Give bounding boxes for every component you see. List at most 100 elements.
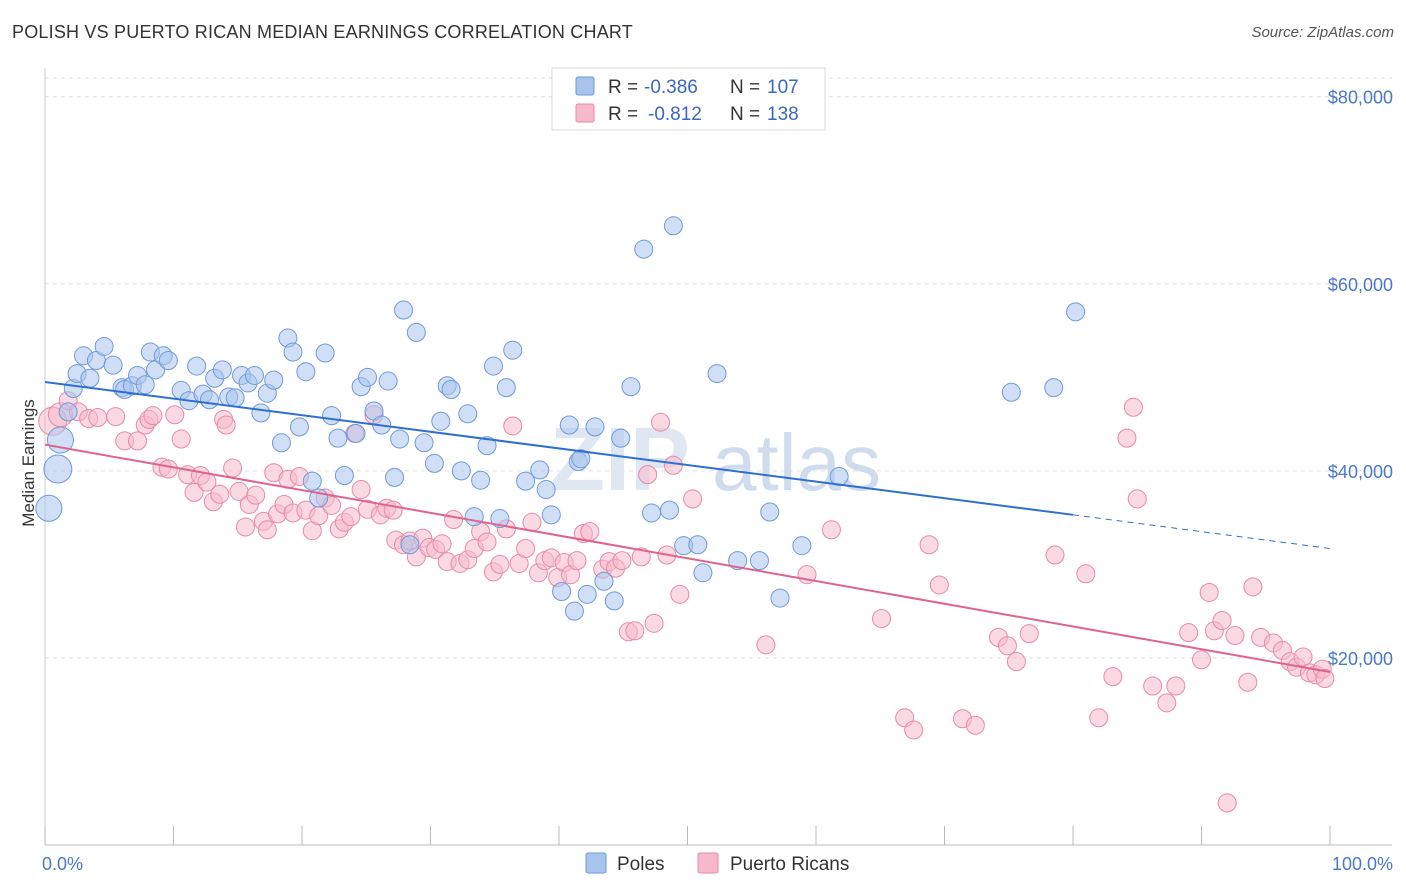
legend-r-label-poles: R = — [608, 77, 638, 98]
puerto-ricans-point — [683, 489, 703, 509]
puerto-ricans-point — [1006, 652, 1026, 672]
puerto-ricans-point — [1192, 650, 1211, 670]
puerto-ricans-point — [612, 551, 632, 571]
poles-trend-extension — [1072, 514, 1331, 549]
poles-point — [94, 336, 114, 356]
poles-point — [378, 371, 398, 391]
puerto-ricans-point — [522, 512, 542, 532]
legend-n-label-poles: N = — [730, 77, 760, 98]
legend-box — [551, 67, 826, 131]
poles-point — [559, 415, 579, 435]
poles-point — [571, 449, 591, 469]
poles-point — [707, 364, 727, 384]
puerto-ricans-point — [444, 509, 464, 529]
puerto-ricans-point — [651, 412, 671, 432]
y-tick-label: $80,000 — [1328, 88, 1393, 108]
bottom-legend: Poles Puerto Ricans — [585, 852, 849, 875]
puerto-ricans-point — [644, 613, 664, 633]
puerto-ricans-point — [503, 416, 523, 436]
puerto-ricans-point — [1089, 708, 1109, 728]
poles-point — [660, 500, 680, 520]
puerto-ricans-point — [567, 551, 587, 571]
poles-point — [663, 216, 683, 236]
puerto-ricans-point — [235, 517, 255, 537]
poles-point — [251, 403, 271, 423]
poles-point — [35, 494, 63, 522]
poles-point — [289, 417, 309, 437]
puerto-ricans-point — [821, 520, 841, 540]
legend-n-label-puerto-ricans: N = — [730, 104, 760, 125]
legend-r-value-poles: -0.386 — [644, 77, 698, 98]
poles-point — [503, 340, 523, 360]
poles-point — [135, 375, 155, 395]
legend-r-label-puerto-ricans: R = — [608, 104, 638, 125]
puerto-ricans-point — [158, 459, 178, 479]
puerto-ricans-point — [223, 458, 243, 478]
poles-point — [244, 365, 264, 385]
poles-point — [400, 535, 420, 555]
poles-point — [212, 360, 232, 380]
puerto-ricans-point — [216, 415, 236, 435]
poles-point — [80, 368, 100, 388]
puerto-ricans-point — [432, 534, 452, 554]
bottom-legend-label-poles: Poles — [617, 854, 665, 875]
poles-point — [552, 582, 572, 602]
x-tick-label: 100.0% — [1332, 854, 1393, 874]
poles-point — [760, 502, 780, 522]
poles-point — [302, 471, 322, 491]
puerto-ricans-point — [872, 609, 892, 629]
poles-point — [536, 480, 556, 500]
poles-point — [477, 436, 497, 456]
puerto-ricans-point — [383, 500, 403, 520]
poles-point — [483, 356, 503, 376]
poles-point — [271, 433, 291, 453]
poles-point — [604, 591, 624, 611]
puerto-ricans-point — [631, 547, 651, 567]
puerto-ricans-point — [756, 635, 776, 655]
puerto-ricans-point — [580, 522, 600, 542]
puerto-ricans-point — [1117, 428, 1137, 448]
puerto-ricans-point — [1238, 672, 1258, 692]
poles-point — [431, 411, 451, 431]
puerto-ricans-point — [165, 405, 185, 425]
poles-point — [414, 433, 434, 453]
poles-point — [441, 379, 461, 399]
poles-point — [496, 378, 516, 398]
puerto-ricans-point — [1217, 793, 1237, 813]
puerto-ricans-point — [997, 636, 1017, 656]
puerto-ricans-point — [625, 621, 645, 641]
poles-point — [334, 466, 354, 486]
chart-title: POLISH VS PUERTO RICAN MEDIAN EARNINGS C… — [12, 22, 633, 42]
poles-trend-line — [44, 381, 1074, 516]
poles-point — [315, 343, 335, 363]
poles-point — [688, 535, 708, 555]
puerto-ricans-point — [919, 535, 939, 555]
poles-point — [43, 454, 73, 484]
poles-point — [346, 423, 366, 443]
x-tick-label: 0.0% — [42, 854, 83, 874]
poles-point — [611, 428, 631, 448]
puerto-ricans-point — [516, 538, 536, 558]
puerto-ricans-point — [965, 715, 985, 735]
puerto-ricans-point — [1243, 577, 1263, 597]
poles-point — [693, 563, 713, 583]
bottom-legend-swatch-puerto-ricans — [697, 852, 719, 874]
legend-swatch-puerto-ricans — [575, 103, 595, 123]
poles-point — [424, 453, 444, 473]
puerto-ricans-point — [184, 482, 204, 502]
puerto-ricans-point — [1199, 582, 1219, 602]
puerto-ricans-point — [246, 485, 266, 505]
poles-point — [829, 466, 849, 486]
puerto-ricans-point — [638, 465, 658, 485]
puerto-ricans-point — [1076, 564, 1096, 584]
puerto-ricans-point — [1293, 647, 1313, 667]
legend: R = -0.386 N = 107 R = -0.812 N = 138 — [551, 67, 826, 131]
puerto-ricans-point — [1179, 623, 1199, 643]
axis-layer: $20,000 $40,000 $60,000 $80,000 0.0% 100.0% — [42, 68, 1393, 874]
poles-point — [385, 467, 405, 487]
poles-point — [594, 571, 614, 591]
poles-point — [530, 460, 550, 480]
puerto-ricans-point — [351, 480, 371, 500]
puerto-ricans-point — [341, 507, 361, 527]
puerto-ricans-point — [904, 720, 924, 740]
